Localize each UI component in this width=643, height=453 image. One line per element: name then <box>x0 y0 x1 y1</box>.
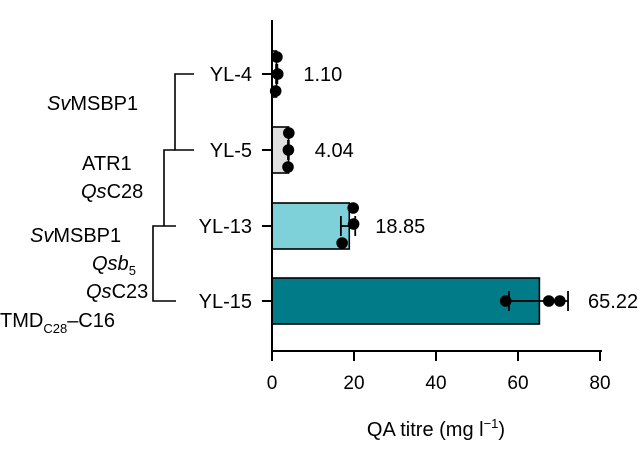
value-label-yl-15: 65.22 <box>588 291 638 313</box>
category-label-yl5: YL-5 <box>210 140 252 162</box>
bar-yl-15 <box>271 277 541 325</box>
construct-tree <box>152 73 194 302</box>
qsb5-label: Qsb5 <box>92 253 136 278</box>
data-point-yl-4 <box>271 51 283 63</box>
x-tick-label: 60 <box>507 373 528 394</box>
atr1-label: ATR1 <box>82 153 132 175</box>
category-label-yl4: YL-4 <box>210 64 252 86</box>
data-point-yl-15 <box>554 295 566 307</box>
data-point-yl-15 <box>542 295 555 307</box>
data-point-yl-13 <box>347 218 360 230</box>
x-tick-label: 0 <box>267 373 278 394</box>
data-point-yl-15 <box>499 295 512 307</box>
category-label-yl13: YL-13 <box>199 216 252 238</box>
bars-layer <box>271 50 541 325</box>
tree-bracket-yl13-yl15 <box>152 225 176 302</box>
bar-yl-13 <box>271 202 351 250</box>
error-bars-layer <box>275 64 569 311</box>
value-label-yl-4: 1.10 <box>303 64 342 86</box>
x-tick-label: 20 <box>343 373 364 394</box>
data-point-yl-4 <box>271 68 284 80</box>
tree-bracket-stem-top <box>163 149 175 226</box>
value-label-yl-13: 18.85 <box>375 216 425 238</box>
x-ticks: 0 20 40 60 80 <box>267 351 611 394</box>
x-tick-label: 40 <box>425 373 446 394</box>
x-tick-label: 80 <box>589 373 610 394</box>
tmd-label: TMDC28–C16 <box>0 310 115 336</box>
points-layer <box>269 51 566 307</box>
data-point-yl-13 <box>336 237 348 249</box>
tree-bracket-yl4-yl5 <box>174 73 194 151</box>
category-labels: YL-4 YL-5 YL-13 YL-15 <box>199 64 252 313</box>
value-label-yl-5: 4.04 <box>315 140 354 162</box>
value-labels: 1.10 4.04 18.85 65.22 <box>303 64 638 313</box>
svmsbp1-label-bottom: SvMSBP1 <box>30 225 121 247</box>
qsc28-label: QsC28 <box>81 181 143 203</box>
data-point-yl-13 <box>347 202 359 214</box>
svmsbp1-label-top: SvMSBP1 <box>47 93 138 115</box>
data-point-yl-5 <box>282 144 295 156</box>
category-label-yl15: YL-15 <box>199 291 252 313</box>
x-axis-title: QA titre (mg l−1) <box>367 416 505 441</box>
data-point-yl-5 <box>283 127 295 139</box>
construct-annotations: SvMSBP1 ATR1 QsC28 SvMSBP1 Qsb5 QsC23 TM… <box>0 73 194 336</box>
data-point-yl-5 <box>282 161 294 173</box>
qsc23-label: QsC23 <box>86 281 148 303</box>
